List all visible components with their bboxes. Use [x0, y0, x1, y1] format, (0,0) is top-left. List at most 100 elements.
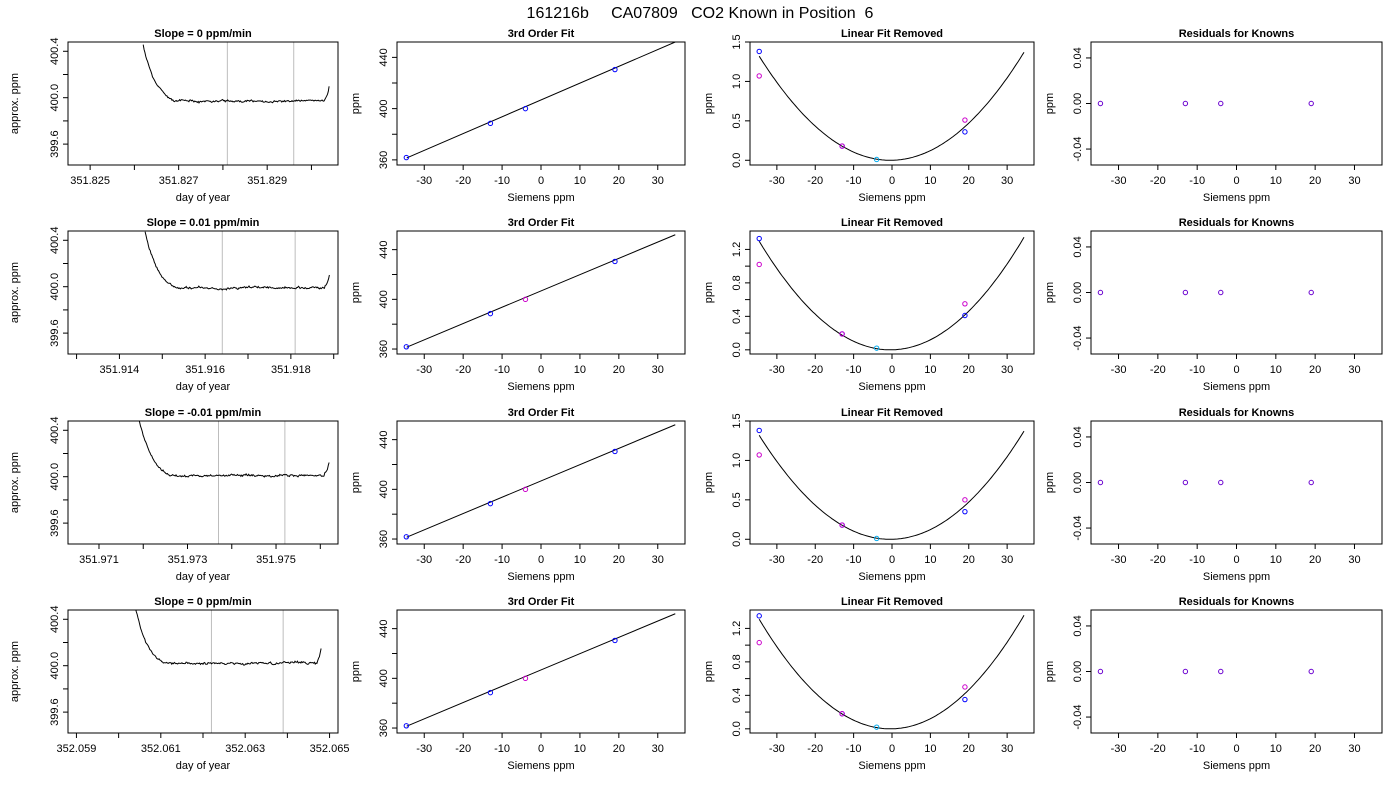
- plot-area: [403, 42, 676, 161]
- y-tick-label: 1.2: [731, 621, 743, 636]
- fit-curve: [758, 430, 1025, 540]
- plot-frame: [1090, 230, 1383, 355]
- data-point: [839, 522, 845, 528]
- x-tick-label: -30: [1111, 554, 1127, 566]
- x-tick-label: -10: [494, 743, 510, 755]
- y-axis-label: ppm: [350, 661, 362, 682]
- x-axis-label: Siemens ppm: [1203, 760, 1270, 772]
- plot-frame: [396, 609, 686, 734]
- data-point: [962, 684, 968, 690]
- data-point: [756, 48, 762, 55]
- panel-r3c4: Residuals for Knowns -30 -20 -10 0 10 20 30 -0.0…: [1044, 407, 1383, 583]
- data-point: [487, 500, 494, 507]
- x-tick-label: 10: [924, 554, 936, 566]
- data-point: [839, 711, 845, 717]
- x-tick-label: 20: [963, 175, 975, 187]
- y-tick-label: 0.00: [1072, 472, 1084, 493]
- plot-frame: [396, 230, 686, 355]
- x-tick-label: 10: [1270, 743, 1282, 755]
- panel-title: Residuals for Knowns: [1179, 596, 1295, 608]
- x-tick-label: 30: [652, 554, 664, 566]
- plot-area: [403, 613, 676, 729]
- plot-area: [756, 613, 1025, 730]
- data-point: [1097, 479, 1104, 486]
- y-tick-label: 399.6: [49, 319, 61, 347]
- plot-area: [135, 610, 322, 733]
- plot-area: [138, 421, 330, 544]
- x-tick-label: 30: [652, 364, 664, 376]
- x-tick-label: 20: [963, 554, 975, 566]
- x-tick-label: -30: [1111, 175, 1127, 187]
- x-tick-label: 30: [1001, 364, 1013, 376]
- data-point: [487, 689, 494, 696]
- x-tick-label: 10: [574, 364, 586, 376]
- x-tick-label: 351.971: [79, 554, 119, 566]
- panel-r2c1: Slope = 0.01 ppm/min 351.914 351.916 351.91…: [9, 217, 339, 393]
- y-tick-label: 440: [378, 48, 390, 66]
- x-tick-label: 351.825: [70, 175, 110, 187]
- y-tick-label: -0.04: [1072, 326, 1084, 351]
- y-tick-label: 399.6: [49, 130, 61, 158]
- panel-r4c4: Residuals for Knowns -30 -20 -10 0 10 20 30 -0.0…: [1044, 596, 1383, 772]
- figure-title: 161216b CA07809 CO2 Known in Position 6: [527, 5, 874, 22]
- panel-title: Linear Fit Removed: [841, 596, 943, 608]
- panel-r1c1: Slope = 0 ppm/min 351.825 351.827 351.829 39…: [9, 28, 339, 204]
- data-point: [522, 296, 529, 303]
- x-tick-label: -20: [455, 364, 471, 376]
- data-point: [1308, 668, 1314, 675]
- x-axis-label: day of year: [176, 192, 231, 204]
- plot-area: [1097, 100, 1314, 107]
- x-tick-label: 0: [1233, 175, 1239, 187]
- x-axis-label: Siemens ppm: [1203, 381, 1270, 393]
- x-tick-label: 0: [1233, 364, 1239, 376]
- data-point: [403, 154, 410, 161]
- series-line: [135, 610, 322, 666]
- data-point: [962, 696, 968, 703]
- panel-r4c1: Slope = 0 ppm/min 352.059 352.061 352.063 35…: [9, 596, 349, 772]
- y-axis-label: ppm: [1044, 472, 1056, 493]
- x-tick-label: 20: [1309, 175, 1321, 187]
- series-line: [138, 421, 330, 478]
- y-axis-label: ppm: [1044, 93, 1056, 114]
- x-tick-label: -10: [846, 554, 862, 566]
- y-tick-label: 360: [378, 530, 390, 548]
- y-tick-label: 400.4: [49, 417, 61, 445]
- y-tick-label: 0.8: [731, 275, 743, 290]
- plot-frame: [749, 420, 1035, 545]
- plot-area: [142, 42, 330, 165]
- data-point: [1097, 668, 1104, 675]
- panel-title: Slope = 0 ppm/min: [154, 596, 252, 608]
- x-tick-label: -10: [846, 175, 862, 187]
- x-tick-label: -30: [769, 554, 785, 566]
- data-point: [873, 724, 880, 730]
- x-tick-label: 351.918: [271, 364, 311, 376]
- data-point: [403, 344, 410, 350]
- x-tick-label: 20: [613, 743, 625, 755]
- x-tick-label: 30: [652, 743, 664, 755]
- x-tick-label: 352.059: [57, 743, 97, 755]
- fit-line: [406, 613, 676, 727]
- plot-frame: [749, 230, 1035, 355]
- data-point: [1097, 289, 1104, 296]
- x-tick-label: 0: [1233, 743, 1239, 755]
- panel-title: Residuals for Knowns: [1179, 217, 1295, 229]
- x-tick-label: 30: [1348, 554, 1360, 566]
- data-point: [1308, 479, 1314, 486]
- x-tick-label: 0: [889, 554, 895, 566]
- plot-area: [403, 424, 676, 540]
- y-axis-label: approx. ppm: [9, 262, 21, 323]
- x-axis-label: day of year: [176, 760, 231, 772]
- data-point: [612, 448, 618, 455]
- data-point: [962, 129, 968, 135]
- x-tick-label: -30: [416, 364, 432, 376]
- x-tick-label: 351.916: [185, 364, 225, 376]
- x-tick-label: 20: [1309, 554, 1321, 566]
- x-tick-label: 10: [574, 554, 586, 566]
- panel-r1c2: 3rd Order Fit -30 -20 -10 0 10 20 30 360 400 440 Si…: [350, 28, 686, 204]
- data-point: [612, 258, 618, 265]
- data-point: [1182, 100, 1189, 107]
- fit-line: [406, 42, 676, 159]
- x-axis-label: Siemens ppm: [858, 760, 925, 772]
- x-axis-label: Siemens ppm: [1203, 192, 1270, 204]
- panel-r3c1: Slope = -0.01 ppm/min 351.971 351.973 351.9…: [9, 407, 339, 583]
